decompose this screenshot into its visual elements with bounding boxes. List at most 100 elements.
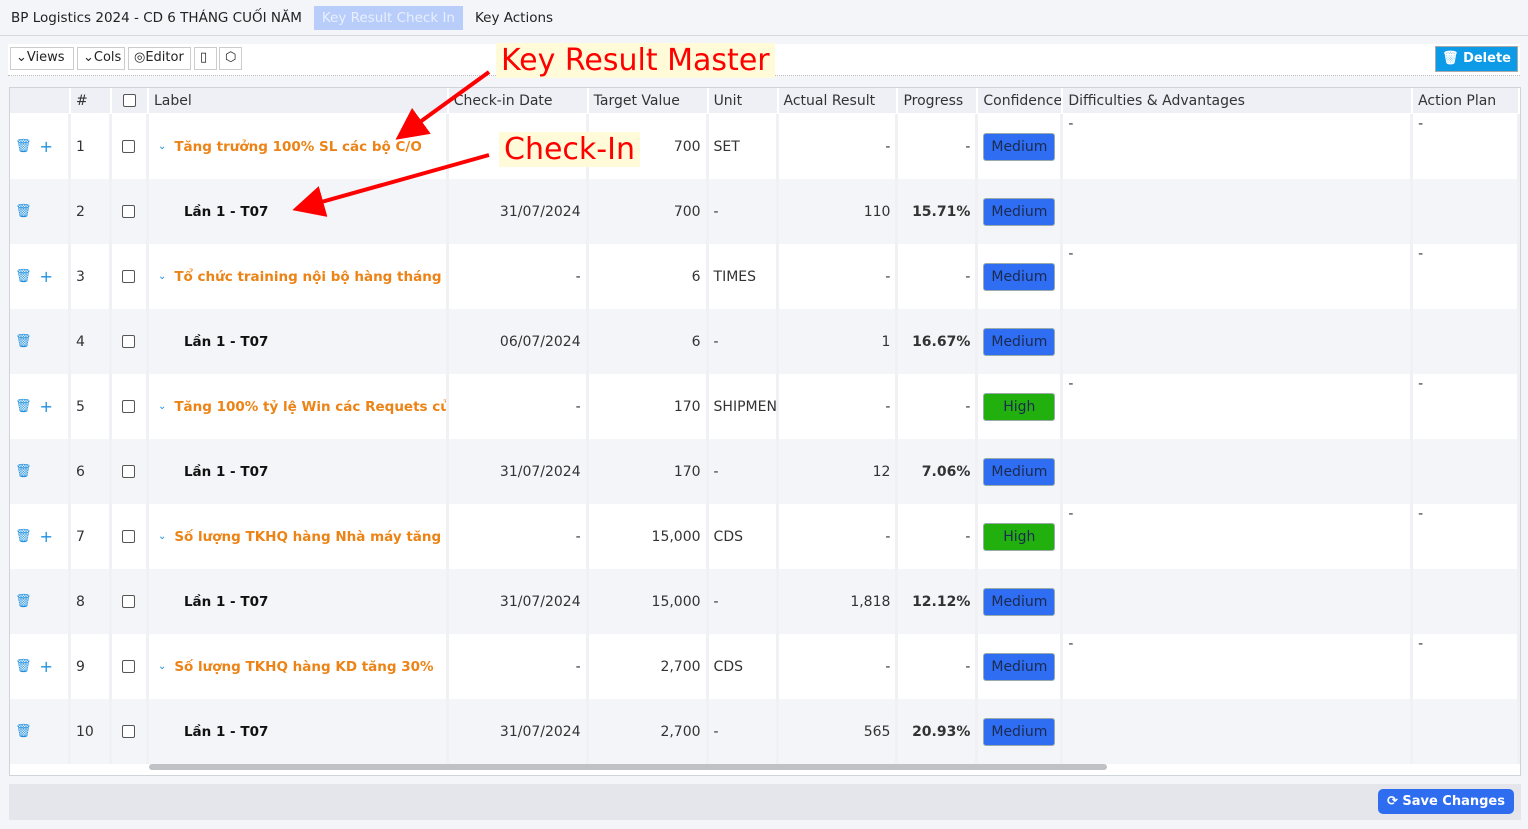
target-value[interactable]: 6: [589, 309, 709, 374]
difficulties[interactable]: -: [1063, 504, 1414, 569]
chevron-down-icon[interactable]: ⌄: [157, 401, 167, 412]
action-plan[interactable]: -: [1413, 244, 1520, 309]
chevron-down-icon[interactable]: ⌄: [157, 661, 167, 672]
col-progress[interactable]: Progress: [898, 88, 979, 113]
label-cell[interactable]: ⌄ Tăng trưởng 100% SL các bộ C/O: [149, 114, 449, 179]
confidence-cell[interactable]: Medium: [978, 699, 1064, 764]
checkin-date[interactable]: -: [449, 244, 589, 309]
checkin-date[interactable]: -: [449, 504, 589, 569]
check-in-row[interactable]: 🗑 10 Lần 1 - T07 31/07/2024 2,700 - 565 …: [10, 699, 1520, 764]
check-in-row[interactable]: 🗑 6 Lần 1 - T07 31/07/2024 170 - 12 7.06…: [10, 439, 1520, 504]
plus-icon[interactable]: +: [39, 137, 53, 156]
unit[interactable]: SET: [709, 114, 779, 179]
target-value[interactable]: 6: [589, 244, 709, 309]
confidence-cell[interactable]: Medium: [978, 309, 1064, 374]
trash-icon[interactable]: 🗑: [15, 594, 32, 609]
difficulties[interactable]: -: [1063, 244, 1414, 309]
label-cell[interactable]: Lần 1 - T07: [149, 309, 449, 374]
difficulties[interactable]: -: [1063, 374, 1414, 439]
key-result-master-row[interactable]: 🗑+ 7 ⌄Số lượng TKHQ hàng Nhà máy tăng 10…: [10, 504, 1520, 569]
cols-button[interactable]: ⌄Cols: [77, 47, 125, 70]
key-result-master-row[interactable]: 🗑 + 1 ⌄ Tăng trưởng 100% SL các bộ C/O 700…: [10, 114, 1520, 179]
unit[interactable]: -: [709, 569, 779, 634]
target-value[interactable]: 15,000: [589, 569, 709, 634]
trash-icon[interactable]: 🗑: [15, 529, 32, 544]
key-result-master-row[interactable]: 🗑 + 3 ⌄ Tổ chức training nội bộ hàng tháng…: [10, 244, 1520, 309]
label-cell[interactable]: Lần 1 - T07: [149, 699, 449, 764]
action-plan[interactable]: -: [1413, 504, 1520, 569]
col-action-plan[interactable]: Action Plan: [1413, 88, 1520, 113]
unit[interactable]: CDS: [709, 634, 779, 699]
tab-key-actions[interactable]: Key Actions: [475, 9, 554, 26]
trash-icon[interactable]: 🗑: [15, 724, 32, 739]
editor-button[interactable]: ◎Editor: [128, 47, 191, 70]
action-plan[interactable]: [1413, 699, 1520, 764]
chevron-down-icon[interactable]: ⌄: [157, 531, 167, 542]
confidence-cell[interactable]: Medium: [978, 114, 1064, 179]
confidence-badge[interactable]: High: [983, 522, 1056, 551]
plus-icon[interactable]: +: [39, 267, 53, 286]
row-checkbox[interactable]: [112, 439, 149, 504]
key-result-master-row[interactable]: 🗑 + 9 ⌄ Số lượng TKHQ hàng KD tăng 30% - 2…: [10, 634, 1520, 699]
difficulties[interactable]: -: [1063, 114, 1414, 179]
checkin-date[interactable]: 31/07/2024: [449, 699, 589, 764]
chevron-down-icon[interactable]: ⌄: [157, 271, 167, 282]
unit[interactable]: SHIPMENT: [709, 374, 779, 439]
difficulties[interactable]: -: [1063, 634, 1414, 699]
check-in-row[interactable]: 🗑 2 Lần 1 - T07 31/07/2024 700 - 110 15.…: [10, 179, 1520, 244]
action-plan[interactable]: -: [1413, 114, 1520, 179]
confidence-cell[interactable]: Medium: [978, 569, 1064, 634]
row-checkbox[interactable]: [112, 309, 149, 374]
actual-result[interactable]: 110: [779, 179, 899, 244]
chevron-down-icon[interactable]: ⌄: [157, 141, 167, 152]
key-result-master-row[interactable]: 🗑+ 5 ⌄Tăng 100% tỷ lệ Win các Requets củ…: [10, 374, 1520, 439]
col-difficulties[interactable]: Difficulties & Advantages: [1063, 88, 1414, 113]
unit[interactable]: -: [709, 439, 779, 504]
confidence-cell[interactable]: Medium: [978, 634, 1064, 699]
target-value[interactable]: 170: [589, 374, 709, 439]
target-value[interactable]: 700: [589, 114, 709, 179]
confidence-badge[interactable]: Medium: [983, 457, 1056, 486]
label-cell[interactable]: Lần 1 - T07: [149, 569, 449, 634]
confidence-badge[interactable]: Medium: [983, 717, 1056, 746]
actual-result[interactable]: 565: [779, 699, 899, 764]
action-plan[interactable]: [1413, 179, 1520, 244]
checkin-date[interactable]: 06/07/2024: [449, 309, 589, 374]
label-cell[interactable]: Lần 1 - T07: [149, 179, 449, 244]
trash-icon[interactable]: 🗑: [15, 334, 32, 349]
unit[interactable]: -: [709, 179, 779, 244]
unit[interactable]: -: [709, 309, 779, 374]
save-changes-button[interactable]: ⟳ Save Changes: [1377, 789, 1514, 814]
action-plan[interactable]: [1413, 569, 1520, 634]
col-target-value[interactable]: Target Value: [589, 88, 709, 113]
target-value[interactable]: 2,700: [589, 699, 709, 764]
row-checkbox[interactable]: [112, 244, 149, 309]
label-cell[interactable]: ⌄ Số lượng TKHQ hàng Nhà máy tăng 100%: [149, 504, 449, 569]
trash-icon[interactable]: 🗑: [15, 464, 32, 479]
actual-result[interactable]: 12: [779, 439, 899, 504]
row-checkbox[interactable]: [112, 374, 149, 439]
actual-result[interactable]: -: [779, 374, 899, 439]
trash-icon[interactable]: 🗑: [15, 269, 32, 284]
confidence-badge[interactable]: Medium: [983, 197, 1056, 226]
actual-result[interactable]: 1,818: [779, 569, 899, 634]
unit[interactable]: TIMES: [709, 244, 779, 309]
confidence-badge[interactable]: High: [983, 392, 1056, 421]
check-in-row[interactable]: 🗑 8 Lần 1 - T07 31/07/2024 15,000 - 1,81…: [10, 569, 1520, 634]
book-icon[interactable]: ▯: [194, 47, 217, 70]
actual-result[interactable]: -: [779, 114, 899, 179]
confidence-badge[interactable]: Medium: [983, 132, 1056, 161]
plus-icon[interactable]: +: [39, 527, 53, 546]
plus-icon[interactable]: +: [39, 657, 53, 676]
actual-result[interactable]: 1: [779, 309, 899, 374]
confidence-cell[interactable]: Medium: [978, 439, 1064, 504]
col-unit[interactable]: Unit: [709, 88, 779, 113]
row-checkbox[interactable]: [112, 699, 149, 764]
checkin-date[interactable]: -: [449, 634, 589, 699]
confidence-badge[interactable]: Medium: [983, 652, 1056, 681]
difficulties[interactable]: [1063, 309, 1414, 374]
target-value[interactable]: 700: [589, 179, 709, 244]
views-button[interactable]: ⌄Views: [10, 47, 74, 70]
difficulties[interactable]: [1063, 699, 1414, 764]
label-cell[interactable]: ⌄ Tổ chức training nội bộ hàng tháng: [149, 244, 449, 309]
